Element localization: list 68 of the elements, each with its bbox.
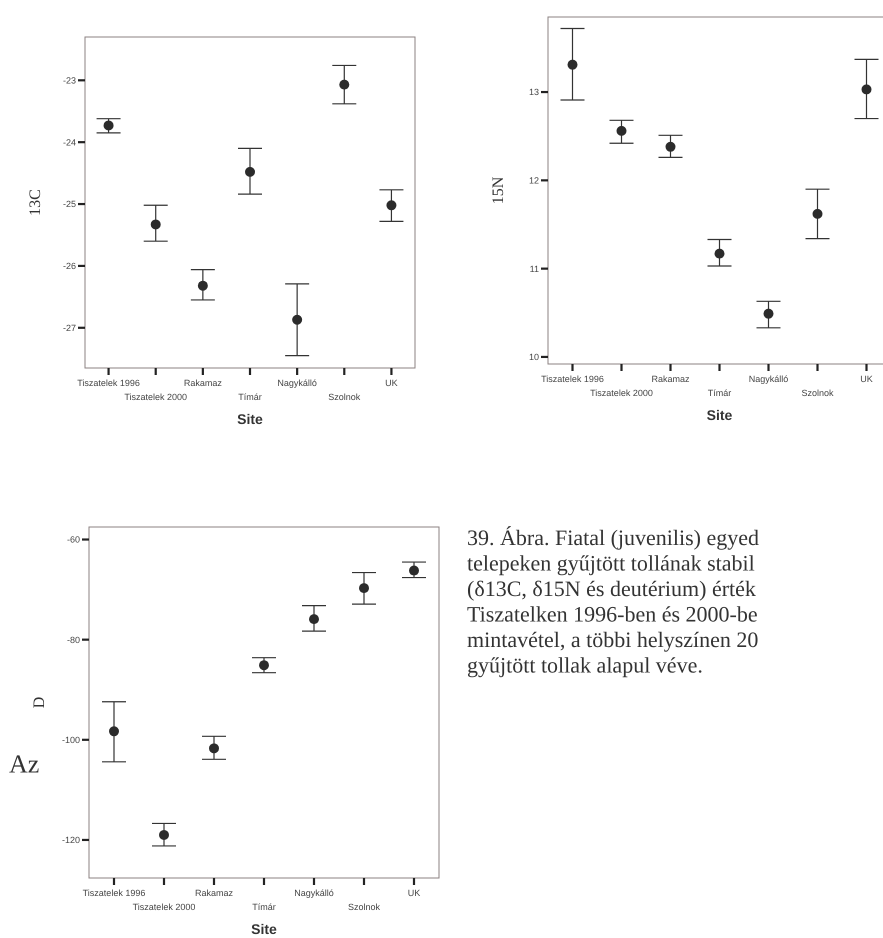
x-tick-label: Tiszatelek 1996 <box>82 888 146 898</box>
x-tick-label: Nagykálló <box>748 374 788 384</box>
x-tick-label: Rakamaz <box>651 374 690 384</box>
x-tick-label: Szolnok <box>328 392 361 402</box>
x-axis-title: Site <box>237 411 264 427</box>
text: telepeken gyűjtött tollának stabil <box>467 550 755 576</box>
x-tick-label: Szolnok <box>801 388 834 398</box>
point <box>198 280 208 291</box>
x-tick-label: Tiszatelek 2000 <box>590 388 653 398</box>
y-tick-label: 10 <box>528 352 539 362</box>
x-tick-label: Tímár <box>708 388 732 398</box>
point <box>245 166 255 177</box>
point <box>292 314 302 325</box>
point <box>764 308 774 319</box>
point <box>862 84 872 94</box>
x-tick-label: Tiszatelek 1996 <box>541 374 604 384</box>
text: gyűjtött tollak alapul véve. <box>467 652 703 678</box>
point <box>568 60 578 70</box>
point <box>359 583 369 594</box>
x-tick-label: Rakamaz <box>184 378 222 388</box>
text: Tiszatelken 1996-ben és 2000-be <box>467 602 758 626</box>
y-tick-label: -23 <box>62 75 76 86</box>
x-tick-label: Nagykálló <box>294 888 334 898</box>
x-tick-label: Tiszatelek 1996 <box>77 378 140 388</box>
point <box>109 726 119 736</box>
x-tick-label: Szolnok <box>348 902 381 912</box>
point <box>812 208 822 219</box>
point <box>666 142 676 152</box>
y-tick-label: -26 <box>62 261 76 272</box>
x-tick-label: Tímár <box>252 902 276 912</box>
point <box>209 743 219 754</box>
text: mintavétel, a többi helyszínen 20 <box>467 627 758 652</box>
x-tick-label: Nagykálló <box>277 378 317 388</box>
point <box>259 660 269 670</box>
y-tick-label: -25 <box>62 199 76 210</box>
x-tick-label: UK <box>408 888 420 898</box>
y-axis-title: 13C <box>27 189 44 216</box>
x-tick-label: Tiszatelek 2000 <box>124 392 188 402</box>
point <box>309 614 319 624</box>
y-tick-label: 13 <box>528 87 539 98</box>
text: Az <box>9 750 40 779</box>
y-tick-label: -100 <box>62 734 80 745</box>
x-tick-label: Rakamaz <box>194 888 234 898</box>
y-axis-title: D <box>31 696 48 708</box>
x-tick-label: Tiszatelek 2000 <box>132 902 196 912</box>
point <box>159 830 169 840</box>
y-tick-label: -60 <box>66 534 80 545</box>
x-tick-label: UK <box>385 378 398 388</box>
point <box>714 248 724 259</box>
x-tick-label: UK <box>860 374 873 384</box>
y-tick-label: -120 <box>62 835 80 846</box>
point <box>409 566 419 576</box>
point <box>339 80 350 90</box>
point <box>150 219 161 230</box>
text: (δ13C, δ15N és deutérium) érték <box>467 576 756 601</box>
text: 39. Ábra. Fiatal (juvenilis) egyed <box>467 525 760 550</box>
y-tick-label: -27 <box>62 322 76 333</box>
x-axis-title: Site <box>251 921 278 937</box>
point <box>616 126 626 136</box>
point <box>104 120 114 130</box>
y-tick-label: -24 <box>62 137 76 148</box>
x-axis-title: Site <box>706 407 733 423</box>
y-tick-label: -80 <box>66 634 80 645</box>
x-tick-label: Tímár <box>238 392 262 402</box>
y-tick-label: 11 <box>530 264 539 274</box>
y-tick-label: 12 <box>528 175 539 186</box>
y-axis-title: 15N <box>490 176 507 204</box>
point <box>386 200 396 210</box>
